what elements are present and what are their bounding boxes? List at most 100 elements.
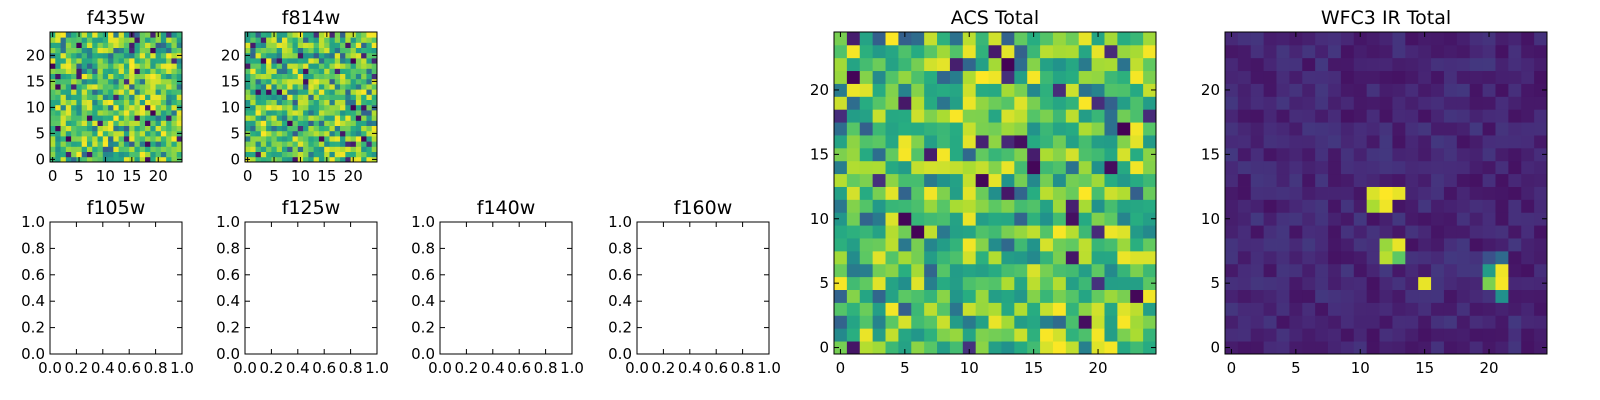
heatmap-cell bbox=[297, 136, 304, 142]
heatmap-cell bbox=[1276, 57, 1290, 72]
heatmap-cell bbox=[1289, 238, 1303, 252]
heatmap-cell bbox=[281, 115, 288, 121]
heatmap-cell bbox=[166, 146, 172, 152]
heatmap-cell bbox=[340, 32, 346, 38]
heatmap-cell bbox=[1263, 276, 1277, 290]
heatmap-cell bbox=[65, 37, 72, 43]
heatmap-cell bbox=[834, 57, 848, 72]
x-tick-label: 0.2 bbox=[454, 359, 478, 377]
heatmap-cell bbox=[123, 94, 130, 100]
heatmap-cell bbox=[55, 84, 61, 90]
heatmap-cell bbox=[1130, 212, 1144, 226]
heatmap-cell bbox=[1456, 250, 1471, 265]
heatmap-cell bbox=[1366, 212, 1380, 226]
heatmap-cell bbox=[949, 44, 964, 59]
heatmap-cell bbox=[1117, 122, 1131, 136]
heatmap-cell bbox=[1104, 212, 1118, 226]
heatmap-cell bbox=[260, 120, 267, 126]
heatmap-cell bbox=[150, 130, 156, 137]
heatmap-cell bbox=[962, 83, 977, 97]
heatmap-cell bbox=[155, 68, 162, 74]
heatmap-cell bbox=[340, 146, 346, 152]
heatmap-cell bbox=[1456, 341, 1471, 355]
heatmap-cell bbox=[1534, 289, 1548, 303]
heatmap-cell bbox=[1001, 212, 1015, 226]
heatmap-cell bbox=[1469, 147, 1483, 162]
heatmap-cell bbox=[1340, 225, 1355, 239]
heatmap-cell bbox=[65, 78, 72, 85]
heatmap-cell bbox=[287, 146, 293, 152]
heatmap-cell bbox=[1263, 122, 1277, 136]
heatmap-cell bbox=[1482, 263, 1496, 278]
panel-title: f140w bbox=[477, 197, 536, 219]
heatmap-cell bbox=[1534, 238, 1548, 252]
heatmap-cell bbox=[260, 125, 267, 132]
heatmap-cell bbox=[71, 73, 77, 80]
heatmap-cell bbox=[1379, 328, 1393, 342]
heatmap-cell bbox=[1001, 315, 1015, 329]
heatmap-cell bbox=[924, 302, 938, 316]
heatmap-cell bbox=[975, 122, 989, 136]
heatmap-cell bbox=[924, 186, 938, 200]
heatmap-cell bbox=[92, 68, 98, 74]
heatmap-cell bbox=[281, 110, 288, 116]
heatmap-cell bbox=[1418, 315, 1432, 329]
heatmap-cell bbox=[308, 47, 315, 54]
heatmap-cell bbox=[297, 52, 304, 59]
heatmap-cell bbox=[292, 141, 299, 147]
heatmap-cell bbox=[250, 68, 256, 74]
heatmap-cell bbox=[834, 341, 848, 355]
heatmap-cell bbox=[245, 84, 251, 90]
heatmap-cell bbox=[297, 110, 304, 116]
heatmap-cell bbox=[171, 156, 178, 163]
heatmap-cell bbox=[1431, 289, 1445, 303]
heatmap-cell bbox=[1237, 276, 1252, 290]
heatmap-cell bbox=[287, 120, 293, 126]
heatmap-cell bbox=[129, 78, 135, 85]
heatmap-cell bbox=[318, 58, 325, 64]
heatmap-cell bbox=[1315, 122, 1329, 136]
heatmap-cell bbox=[271, 104, 278, 111]
heatmap-cell bbox=[65, 104, 72, 111]
heatmap-cell bbox=[1040, 341, 1054, 355]
heatmap-cell bbox=[1379, 289, 1393, 303]
heatmap-cell bbox=[1431, 122, 1445, 136]
heatmap-cell bbox=[50, 58, 56, 64]
heatmap-cell bbox=[329, 32, 336, 38]
heatmap-cell bbox=[145, 78, 151, 85]
heatmap-cell bbox=[1340, 328, 1355, 342]
heatmap-cell bbox=[260, 130, 267, 137]
heatmap-cell bbox=[102, 58, 109, 64]
heatmap-cell bbox=[1289, 289, 1303, 303]
y-tick-label: 0.0 bbox=[21, 345, 45, 363]
heatmap-cell bbox=[271, 78, 278, 85]
heatmap-cell bbox=[166, 68, 172, 74]
y-tick-label: 0.6 bbox=[608, 266, 632, 284]
heatmap-cell bbox=[846, 147, 861, 162]
heatmap-cell bbox=[318, 120, 325, 126]
heatmap-cell bbox=[108, 125, 114, 132]
heatmap-cell bbox=[898, 250, 912, 265]
heatmap-cell bbox=[911, 315, 925, 329]
heatmap-cell bbox=[297, 84, 304, 90]
heatmap-cell bbox=[1276, 147, 1290, 162]
heatmap-cell bbox=[872, 70, 886, 84]
heatmap-cell bbox=[340, 104, 346, 111]
heatmap-cell bbox=[1001, 135, 1015, 149]
heatmap-cell bbox=[1289, 186, 1303, 200]
heatmap-cell bbox=[1302, 263, 1316, 278]
heatmap-cell bbox=[171, 141, 178, 147]
heatmap-cell bbox=[350, 151, 357, 158]
heatmap-cell bbox=[911, 186, 925, 200]
heatmap-cell bbox=[1052, 289, 1067, 303]
heatmap-cell bbox=[250, 84, 256, 90]
heatmap-cell bbox=[872, 302, 886, 316]
heatmap-cell bbox=[92, 125, 98, 132]
heatmap-cell bbox=[1091, 328, 1105, 342]
heatmap-cell bbox=[266, 42, 272, 48]
heatmap-cell bbox=[1027, 263, 1041, 278]
heatmap-cell bbox=[292, 32, 299, 38]
heatmap-cell bbox=[1508, 263, 1522, 278]
heatmap-cell bbox=[50, 110, 56, 116]
